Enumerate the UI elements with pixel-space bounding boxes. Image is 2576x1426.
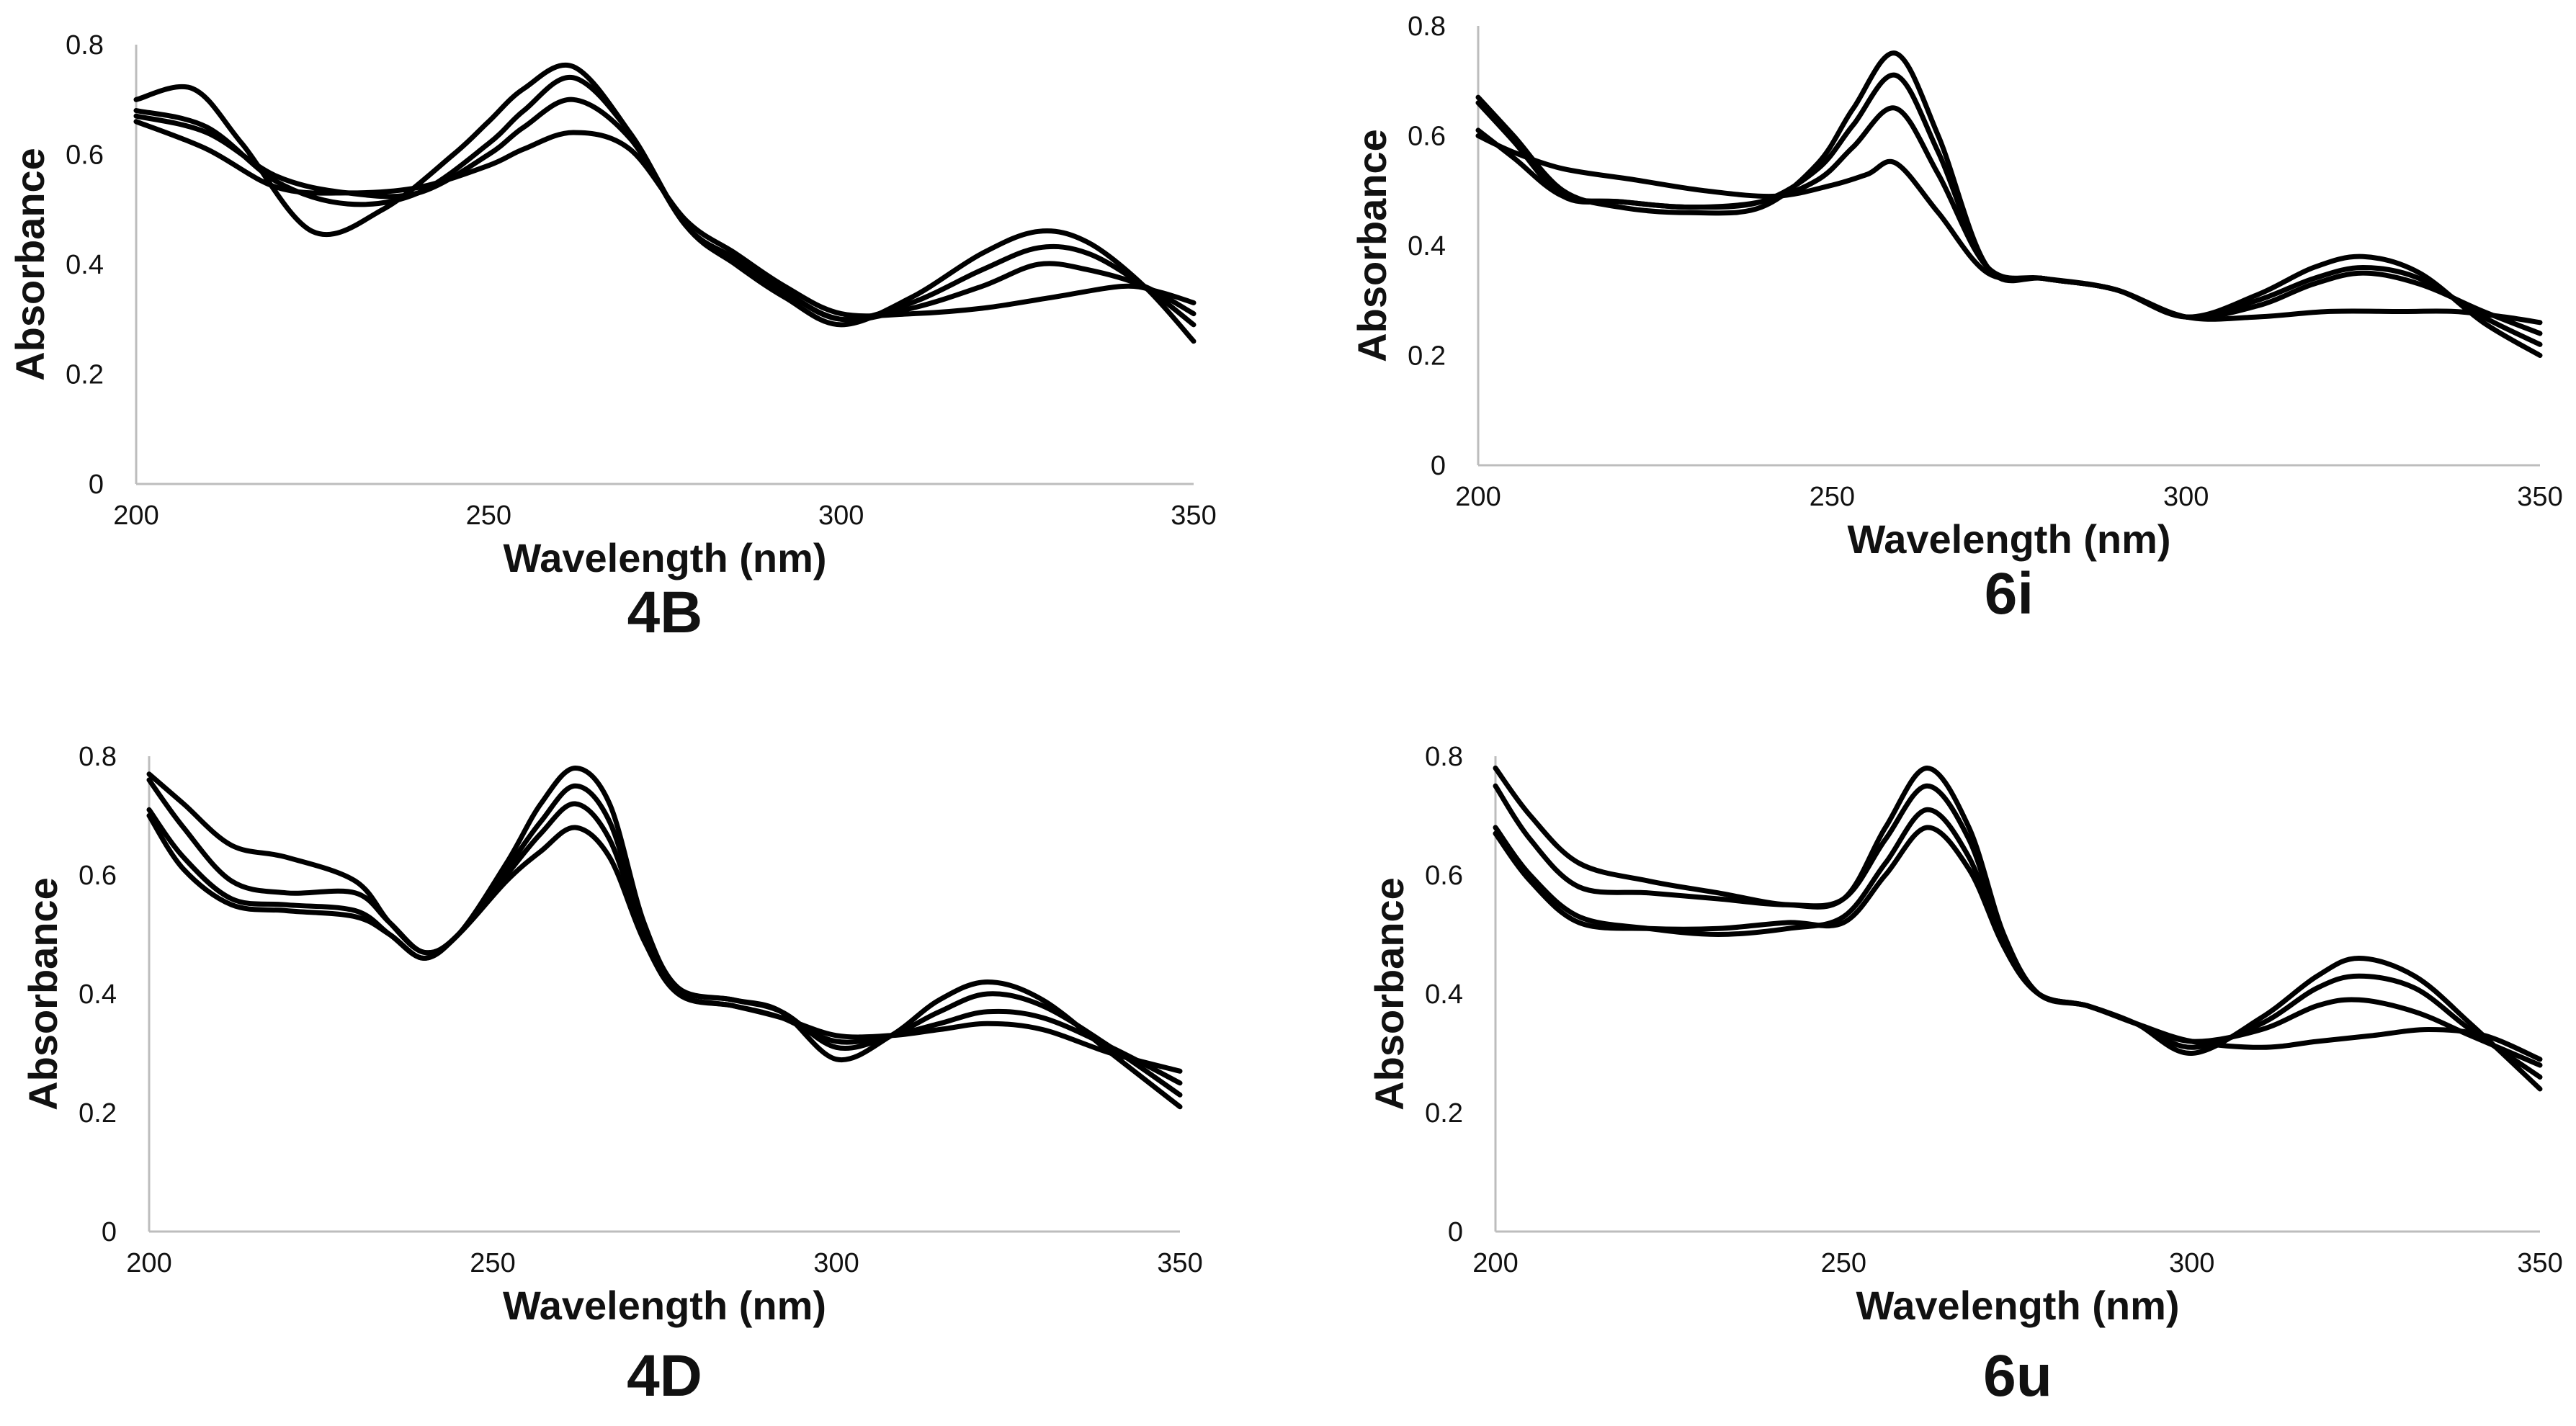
series-line-3 bbox=[133, 97, 1197, 323]
y-tick-label: 0.8 bbox=[1425, 742, 1463, 772]
series-line-2 bbox=[146, 777, 1183, 1098]
panel-label: 6u bbox=[1983, 1343, 2052, 1409]
y-tick-label: 0.8 bbox=[66, 30, 104, 60]
x-tick-label: 300 bbox=[818, 501, 864, 531]
y-tick-label: 0 bbox=[1431, 451, 1446, 481]
series-line-4 bbox=[1475, 133, 2543, 326]
y-tick-label: 0.4 bbox=[1408, 231, 1446, 261]
y-axis-label: Absorbance bbox=[1349, 129, 1395, 362]
y-tick-label: 0.6 bbox=[1425, 861, 1463, 891]
series-line-2 bbox=[1493, 783, 2543, 1080]
x-tick-label: 200 bbox=[126, 1248, 171, 1278]
series-line-3 bbox=[1493, 807, 2543, 1068]
series-line-1 bbox=[146, 766, 1183, 1110]
y-tick-label: 0.2 bbox=[1408, 341, 1446, 372]
x-tick-label: 300 bbox=[2163, 482, 2209, 512]
series-line-1 bbox=[1475, 50, 2543, 358]
x-tick-label: 200 bbox=[113, 501, 158, 531]
chart-panel-4b: 0 0.2 0.4 0.6 0.8 200 250 300 350 Wavelength (nm)… bbox=[7, 30, 1217, 645]
x-tick-label: 200 bbox=[1455, 482, 1501, 512]
x-tick-label: 300 bbox=[813, 1248, 859, 1278]
y-tick-label: 0.4 bbox=[79, 979, 117, 1010]
panel-label: 6i bbox=[1985, 561, 2034, 627]
x-tick-label: 300 bbox=[2169, 1248, 2214, 1278]
y-tick-label: 0.2 bbox=[1425, 1098, 1463, 1129]
x-tick-label: 250 bbox=[1810, 482, 1855, 512]
x-axis-label: Wavelength (nm) bbox=[503, 535, 826, 580]
x-axis-label: Wavelength (nm) bbox=[503, 1283, 826, 1328]
series-line-4 bbox=[1493, 825, 2543, 1062]
x-tick-label: 250 bbox=[470, 1248, 515, 1278]
x-tick-label: 350 bbox=[1157, 1248, 1202, 1278]
y-tick-label: 0.6 bbox=[79, 861, 117, 891]
chart-panel-6i: 0 0.2 0.4 0.6 0.8 200 250 300 350 Wavelength (nm)… bbox=[1349, 12, 2563, 627]
series-line-2 bbox=[133, 74, 1197, 328]
y-axis-label: Absorbance bbox=[20, 877, 66, 1111]
x-tick-label: 200 bbox=[1472, 1248, 1518, 1278]
y-tick-label: 0.6 bbox=[1408, 122, 1446, 152]
panel-label: 4B bbox=[627, 580, 703, 645]
y-axis-label: Absorbance bbox=[1367, 877, 1412, 1111]
series-line-4 bbox=[133, 119, 1197, 319]
y-tick-label: 0.2 bbox=[79, 1098, 117, 1129]
y-tick-label: 0 bbox=[102, 1217, 117, 1247]
x-tick-label: 250 bbox=[1821, 1248, 1866, 1278]
y-tick-label: 0 bbox=[1448, 1217, 1463, 1247]
series-line-4 bbox=[146, 813, 1183, 1074]
x-tick-label: 250 bbox=[466, 501, 511, 531]
x-axis-label: Wavelength (nm) bbox=[1847, 516, 2170, 562]
panel-label: 4D bbox=[627, 1343, 702, 1409]
y-tick-label: 0.6 bbox=[66, 140, 104, 171]
series-line-3 bbox=[146, 801, 1183, 1086]
x-tick-label: 350 bbox=[2517, 482, 2562, 512]
chart-panel-6u: 0 0.2 0.4 0.6 0.8 200 250 300 350 Wavelength (nm)… bbox=[1367, 742, 2563, 1409]
y-axis-label: Absorbance bbox=[7, 148, 53, 381]
y-tick-label: 0.2 bbox=[66, 360, 104, 390]
x-tick-label: 350 bbox=[1171, 501, 1216, 531]
y-tick-label: 0.4 bbox=[1425, 979, 1463, 1010]
y-tick-label: 0 bbox=[89, 470, 104, 500]
y-tick-label: 0.8 bbox=[1408, 12, 1446, 42]
y-tick-label: 0.4 bbox=[66, 250, 104, 280]
x-tick-label: 350 bbox=[2517, 1248, 2562, 1278]
series-line-3 bbox=[1475, 105, 2543, 336]
y-tick-label: 0.8 bbox=[79, 742, 117, 772]
chart-panel-4d: 0 0.2 0.4 0.6 0.8 200 250 300 350 Wavelength (nm)… bbox=[20, 742, 1203, 1409]
x-axis-label: Wavelength (nm) bbox=[1856, 1283, 2179, 1328]
